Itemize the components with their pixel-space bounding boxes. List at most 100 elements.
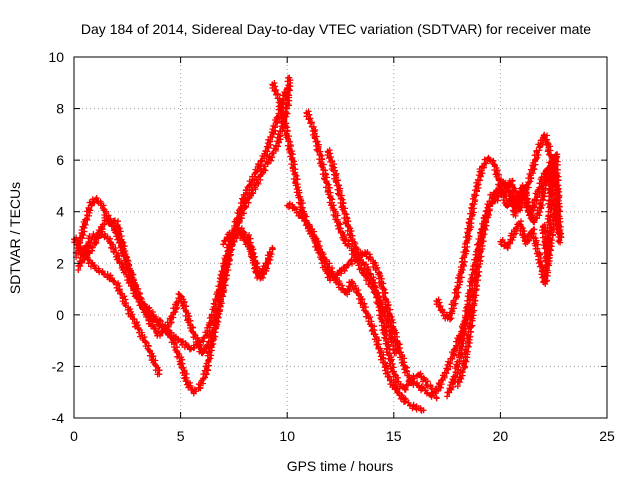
point-markers (123, 261, 142, 297)
point-markers (460, 324, 474, 370)
point-markers (517, 185, 531, 211)
point-markers (541, 131, 556, 162)
point-marker (557, 239, 564, 246)
point-markers (144, 345, 163, 378)
point-markers (381, 331, 396, 367)
series-track-2 (72, 84, 291, 353)
point-markers (274, 95, 290, 127)
y-tick-label: -4 (52, 410, 65, 426)
point-markers (72, 223, 88, 261)
point-markers (498, 176, 512, 193)
point-markers (381, 294, 396, 324)
plot-frame (73, 56, 608, 419)
point-markers (464, 193, 479, 237)
point-markers (269, 80, 281, 102)
series-track-7 (284, 200, 427, 414)
point-markers (449, 354, 465, 386)
point-markers (416, 370, 431, 388)
point-markers (348, 278, 362, 294)
point-markers (335, 191, 351, 226)
chart-title: Day 184 of 2014, Sidereal Day-to-day VTE… (81, 21, 591, 37)
point-markers (187, 324, 205, 356)
point-markers (262, 119, 281, 155)
y-tick-label: 10 (48, 49, 64, 65)
point-markers (376, 349, 393, 380)
point-markers (287, 151, 303, 194)
point-markers (309, 228, 326, 256)
point-markers (240, 169, 259, 201)
point-marker (392, 350, 399, 357)
point-markers (317, 251, 333, 271)
point-markers (122, 302, 141, 330)
point-markers (262, 145, 279, 170)
point-markers (303, 108, 315, 130)
point-markers (91, 217, 110, 246)
point-markers (472, 231, 488, 280)
point-markers (432, 372, 448, 397)
point-markers (543, 170, 556, 267)
series-track-12 (454, 167, 565, 390)
point-markers (386, 377, 401, 396)
series-track-14 (539, 151, 565, 267)
point-markers (394, 341, 409, 370)
point-markers (503, 232, 517, 252)
point-markers (511, 185, 526, 219)
x-axis-label: GPS time / hours (287, 458, 394, 474)
point-markers (471, 168, 486, 199)
point-markers (201, 337, 217, 374)
point-markers (308, 123, 324, 155)
point-markers (219, 241, 236, 294)
y-tick-label: -2 (52, 358, 65, 374)
x-tick-label: 15 (386, 428, 402, 444)
point-markers (104, 235, 121, 259)
point-markers (326, 265, 343, 286)
point-markers (176, 356, 191, 386)
x-tick-label: 10 (279, 428, 295, 444)
point-markers (282, 74, 294, 112)
point-markers (327, 202, 342, 227)
x-tick-label: 5 (177, 428, 185, 444)
point-markers (402, 398, 417, 412)
x-tick-label: 20 (493, 428, 509, 444)
x-tick-label: 0 (70, 428, 78, 444)
x-tick-label: 25 (599, 428, 615, 444)
point-marker (265, 255, 272, 262)
point-markers (314, 147, 329, 182)
point-markers (359, 304, 375, 330)
point-markers (466, 274, 481, 330)
point-markers (349, 240, 364, 257)
series-track-5 (220, 225, 272, 282)
point-markers (334, 221, 348, 243)
y-tick-label: 8 (56, 101, 64, 117)
point-markers (244, 243, 259, 265)
point-markers (154, 319, 172, 339)
point-markers (334, 264, 350, 277)
point-markers (199, 343, 212, 357)
point-markers (400, 362, 415, 384)
y-tick-label: 4 (56, 204, 64, 220)
point-markers (354, 258, 367, 276)
point-markers (330, 167, 345, 199)
point-markers (353, 288, 368, 311)
point-marker (156, 371, 163, 378)
y-tick-label: 2 (56, 255, 64, 271)
point-markers (551, 151, 565, 245)
y-axis-label: SDTVAR / TECUs (7, 182, 23, 294)
point-markers (251, 150, 270, 178)
x-tick-labels: 0 5 10 15 20 25 (70, 428, 615, 444)
point-marker (420, 407, 427, 414)
point-markers (134, 290, 152, 324)
point-marker (269, 244, 276, 251)
point-markers (112, 218, 132, 264)
point-markers (532, 176, 546, 201)
point-markers (374, 300, 389, 338)
y-tick-label: 0 (56, 307, 64, 323)
y-tick-label: 6 (56, 152, 64, 168)
data-points (71, 74, 565, 414)
series-track-6 (269, 80, 474, 397)
point-markers (375, 270, 389, 301)
y-tick-labels: -4 -2 0 2 4 6 8 10 (48, 49, 64, 426)
point-markers (195, 370, 210, 392)
point-markers (280, 119, 296, 157)
